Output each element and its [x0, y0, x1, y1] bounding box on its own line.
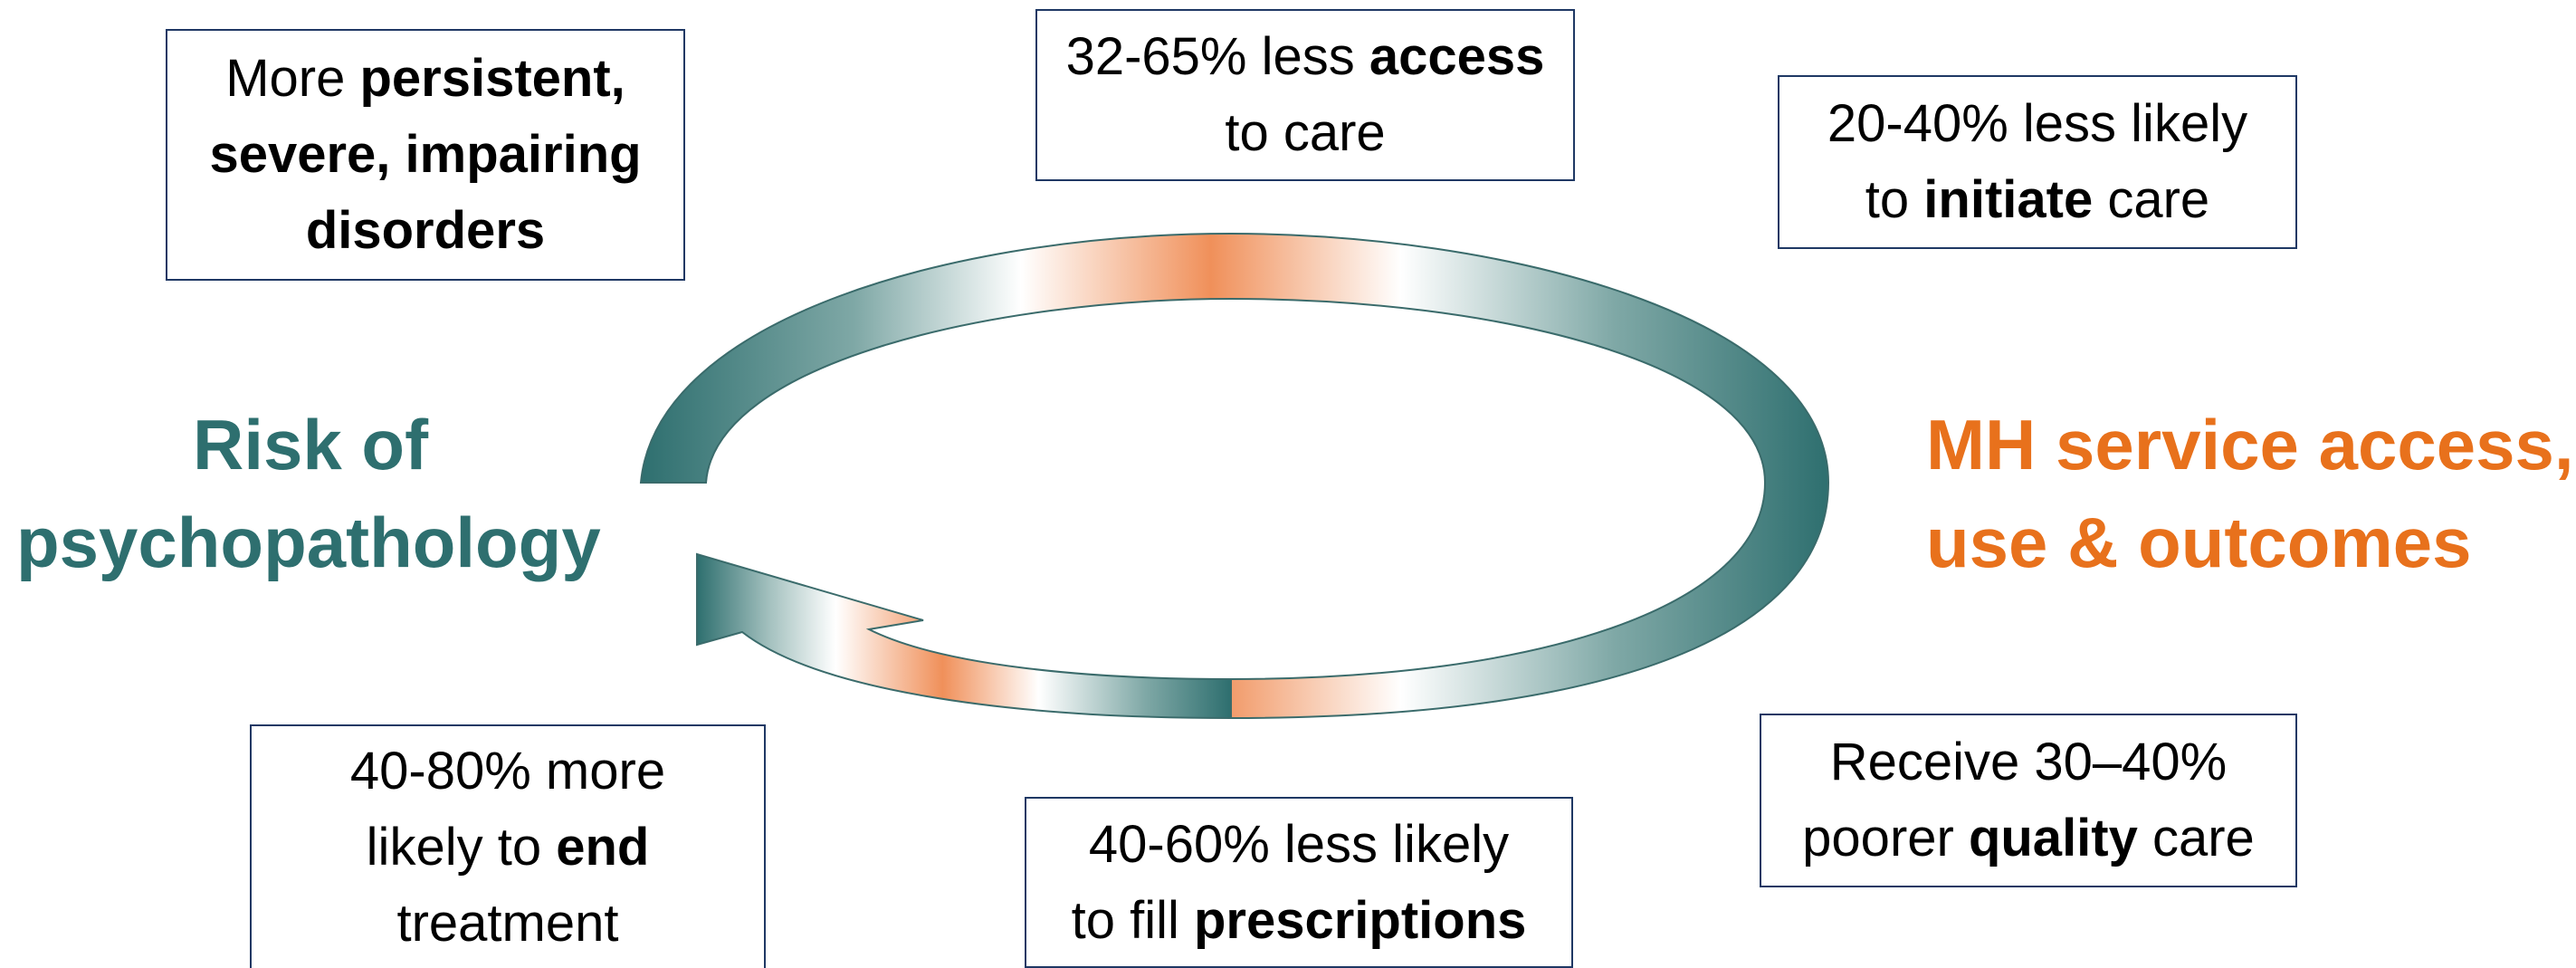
body-text: to fill [1071, 890, 1194, 950]
box-less-likely-fill-prescriptions: 40-60% less likely to fill prescriptions [1025, 797, 1573, 968]
body-text: 40-60% less likely [1088, 814, 1510, 874]
bottom-right-line: poorer quality care [1802, 800, 2255, 877]
emphasis-text: initiate [1923, 170, 2094, 229]
emphasis-text: disorders [305, 201, 546, 260]
body-text: to [1865, 170, 1924, 229]
body-text: More [225, 49, 360, 108]
left-label-line-2: psychopathology [16, 503, 601, 582]
mh-service-access-label: MH service access, use & outcomes [1926, 396, 2576, 591]
left-label-line-1: Risk of [193, 405, 429, 484]
risk-of-psychopathology-label: Risk of psychopathology [16, 396, 650, 591]
bottom-left-line: 40-80% more [350, 733, 665, 810]
box-persistent-severe-disorders: More persistent, severe, impairing disorde… [166, 29, 685, 281]
emphasis-text: access [1369, 27, 1545, 86]
body-text: 32-65% less [1065, 27, 1369, 86]
body-text: Receive 30–40% [1829, 733, 2228, 791]
top-left-line: More persistent, [209, 41, 641, 117]
right-label-line-1: MH service access, [1926, 405, 2574, 484]
bottom-center-line: 40-60% less likely [1072, 807, 1527, 883]
body-text: 20-40% less likely [1827, 94, 2248, 153]
top-right-line: 20-40% less likely [1827, 86, 2247, 162]
top-center-line: 32-65% less access [1066, 19, 1545, 95]
top-left-line: disorders [209, 193, 641, 269]
emphasis-text: severe, impairing [209, 125, 642, 184]
box-poorer-quality-care: Receive 30–40% poorer quality care [1760, 714, 2297, 887]
body-text: care [2137, 809, 2255, 867]
body-text: treatment [396, 893, 619, 953]
top-right-line: to initiate care [1827, 162, 2247, 238]
bottom-left-line: treatment [350, 886, 665, 962]
body-text: poorer [1802, 809, 1969, 867]
box-less-likely-initiate-care: 20-40% less likely to initiate care [1778, 75, 2297, 249]
right-label-line-2: use & outcomes [1926, 503, 2472, 582]
bottom-center-line: to fill prescriptions [1072, 883, 1527, 959]
top-left-line: severe, impairing [209, 117, 641, 193]
cycle-arrow-lower-band [696, 552, 1232, 720]
body-text: 40-80% more [349, 741, 666, 800]
body-text: care [2093, 170, 2210, 229]
top-center-line: to care [1066, 95, 1545, 171]
body-text: likely to [366, 817, 557, 877]
cycle-arrow-upper-band [639, 232, 1830, 720]
body-text: to care [1225, 103, 1386, 162]
emphasis-text: end [556, 817, 650, 877]
emphasis-text: quality [1968, 809, 2138, 867]
box-less-access-to-care: 32-65% less access to care [1035, 9, 1575, 181]
box-more-likely-end-treatment: 40-80% more likely to end treatment [250, 724, 766, 968]
emphasis-text: persistent, [359, 49, 625, 108]
bottom-right-line: Receive 30–40% [1802, 724, 2255, 800]
emphasis-text: prescriptions [1193, 890, 1527, 950]
bottom-left-line: likely to end [350, 810, 665, 886]
